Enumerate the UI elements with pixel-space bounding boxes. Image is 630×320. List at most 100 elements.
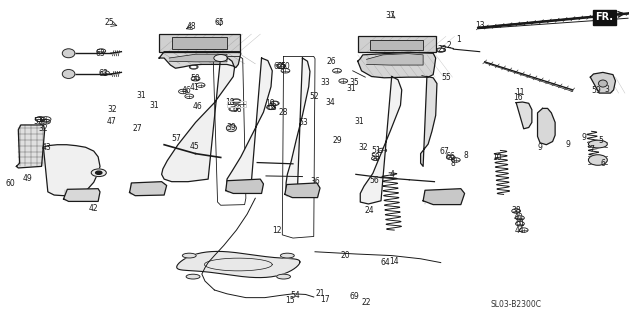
Text: 30: 30 [306, 189, 316, 198]
Bar [172, 37, 227, 49]
Text: 49: 49 [22, 174, 32, 183]
Circle shape [91, 169, 106, 177]
Text: 5: 5 [598, 136, 604, 145]
Ellipse shape [62, 69, 75, 78]
Text: 10: 10 [493, 153, 502, 162]
Text: FR.: FR. [595, 12, 613, 22]
Text: 20: 20 [340, 251, 350, 260]
Polygon shape [226, 179, 263, 194]
Text: 66: 66 [446, 152, 455, 161]
Text: 31: 31 [136, 91, 146, 100]
Circle shape [96, 171, 102, 174]
Polygon shape [537, 108, 555, 145]
Text: SL03-B2300C: SL03-B2300C [491, 300, 542, 309]
Polygon shape [590, 72, 616, 93]
Text: 13: 13 [475, 21, 484, 30]
Text: 35: 35 [349, 78, 359, 87]
Bar [159, 34, 239, 52]
Text: 59: 59 [592, 86, 602, 95]
Text: 12: 12 [273, 226, 282, 235]
Text: 52: 52 [33, 116, 43, 126]
Text: 48: 48 [187, 22, 197, 31]
Text: 28: 28 [279, 108, 289, 117]
Bar [159, 34, 239, 52]
Text: 16: 16 [513, 93, 523, 102]
Polygon shape [159, 52, 241, 68]
Text: 24: 24 [364, 206, 374, 215]
Text: 65: 65 [276, 62, 286, 71]
Text: 40: 40 [514, 213, 524, 222]
Text: 61: 61 [515, 219, 525, 228]
Ellipse shape [588, 155, 607, 165]
Bar [172, 37, 227, 49]
Text: 22: 22 [362, 298, 371, 307]
Text: 47: 47 [107, 117, 117, 126]
Polygon shape [64, 189, 100, 201]
Text: 68: 68 [268, 103, 277, 112]
Text: 14: 14 [389, 258, 398, 267]
Text: 42: 42 [89, 204, 98, 213]
Ellipse shape [588, 140, 607, 148]
Text: 32: 32 [38, 124, 49, 133]
Text: 7: 7 [589, 145, 594, 154]
Text: 65: 65 [215, 18, 224, 27]
Text: 6: 6 [600, 159, 605, 168]
Text: 51: 51 [372, 146, 381, 155]
Polygon shape [16, 125, 45, 168]
Text: 23: 23 [437, 44, 447, 54]
Text: 21: 21 [315, 289, 325, 298]
Text: 33: 33 [320, 78, 330, 87]
Text: 4: 4 [389, 170, 394, 179]
Bar [227, 101, 246, 108]
Text: 50: 50 [280, 61, 290, 70]
Text: 67: 67 [440, 147, 449, 156]
Ellipse shape [598, 80, 607, 87]
Text: 3: 3 [605, 85, 610, 94]
Text: 31: 31 [346, 84, 357, 93]
Text: 9: 9 [537, 143, 542, 152]
Text: 55: 55 [441, 73, 450, 82]
Text: 44: 44 [515, 226, 525, 235]
Ellipse shape [277, 274, 290, 279]
Ellipse shape [186, 274, 200, 279]
Text: 68: 68 [232, 105, 242, 114]
Text: 52: 52 [309, 92, 319, 101]
Ellipse shape [182, 253, 196, 258]
Text: 9: 9 [581, 133, 587, 142]
Polygon shape [286, 58, 310, 194]
Polygon shape [227, 58, 272, 190]
Text: 32: 32 [108, 105, 117, 114]
Text: 54: 54 [290, 291, 300, 300]
Text: 35: 35 [138, 188, 147, 198]
Text: 50: 50 [191, 74, 200, 83]
Ellipse shape [62, 49, 75, 58]
Text: 31: 31 [150, 101, 159, 110]
Text: 2: 2 [447, 41, 451, 51]
Text: 63: 63 [95, 49, 105, 58]
Polygon shape [423, 189, 464, 204]
Text: 57: 57 [172, 134, 181, 143]
Ellipse shape [280, 253, 294, 258]
Polygon shape [43, 145, 100, 196]
Text: 36: 36 [310, 177, 320, 186]
Text: 64: 64 [381, 258, 390, 267]
Text: 27: 27 [133, 124, 142, 132]
Text: 69: 69 [349, 292, 359, 301]
Text: 63: 63 [99, 69, 108, 78]
Text: 31: 31 [354, 117, 364, 126]
Text: 46: 46 [181, 86, 191, 95]
Circle shape [214, 54, 227, 61]
Text: 37: 37 [386, 11, 395, 20]
Text: 26: 26 [326, 57, 336, 66]
Polygon shape [285, 183, 320, 197]
Text: 17: 17 [320, 295, 330, 304]
Text: 45: 45 [190, 142, 199, 151]
Polygon shape [421, 76, 437, 166]
Text: 39: 39 [227, 123, 236, 132]
Text: 58: 58 [370, 153, 380, 162]
Text: 19: 19 [265, 99, 275, 108]
Text: 46: 46 [193, 102, 202, 111]
Text: 32: 32 [358, 143, 367, 152]
Text: 38: 38 [512, 206, 521, 215]
Bar [358, 36, 436, 52]
